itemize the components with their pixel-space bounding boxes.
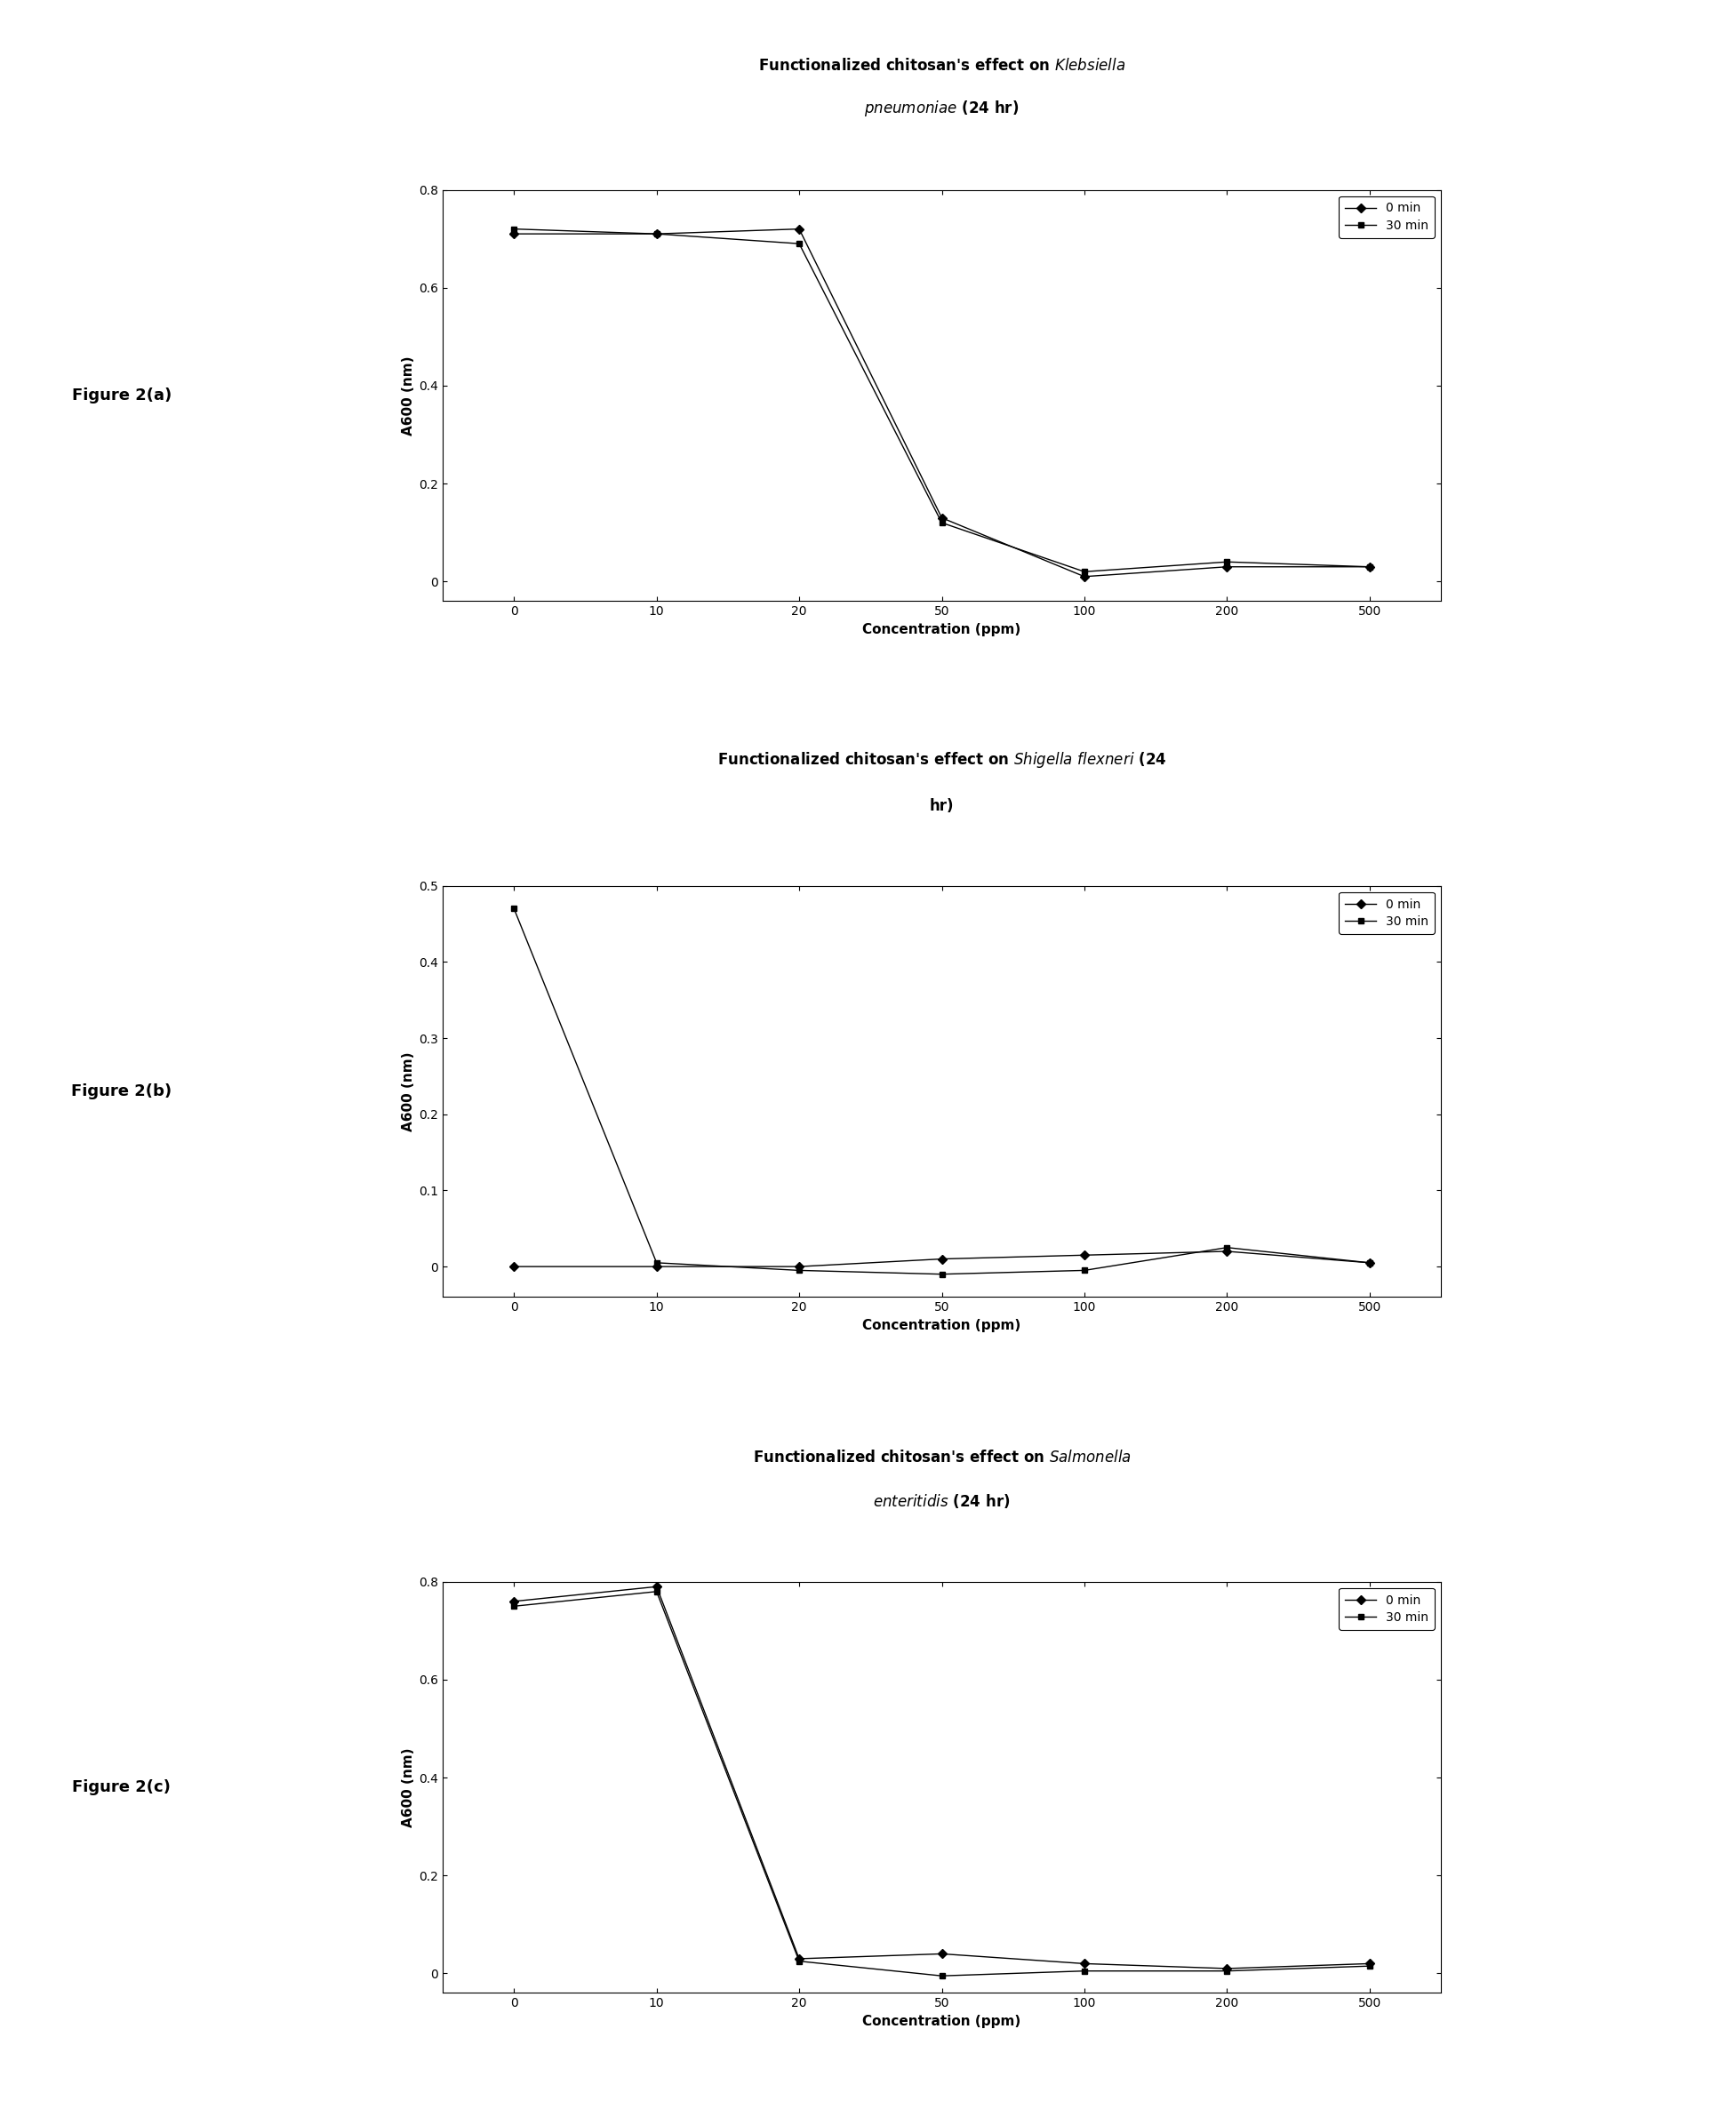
0 min <box>1075 563 1095 588</box>
30 min <box>1359 555 1380 580</box>
Text: $\it{pneumoniae}$ (24 hr): $\it{pneumoniae}$ (24 hr) <box>865 99 1019 118</box>
30 min <box>788 1949 809 1974</box>
0 min <box>646 221 667 247</box>
Line: 30 min: 30 min <box>510 226 1373 576</box>
30 min <box>788 232 809 257</box>
Legend: 0 min, 30 min: 0 min, 30 min <box>1338 1588 1434 1630</box>
0 min <box>1359 1951 1380 1976</box>
30 min <box>646 1251 667 1276</box>
Y-axis label: A600 (nm): A600 (nm) <box>401 1748 415 1826</box>
Text: Functionalized chitosan's effect on $\it{Shigella}$ $\it{flexneri}$ (24: Functionalized chitosan's effect on $\it… <box>717 751 1167 770</box>
0 min <box>930 1940 951 1966</box>
30 min <box>930 1963 951 1989</box>
X-axis label: Concentration (ppm): Concentration (ppm) <box>863 1318 1021 1333</box>
30 min <box>1359 1251 1380 1276</box>
0 min <box>1217 1955 1238 1980</box>
Text: Functionalized chitosan's effect on $\it{Klebsiella}$: Functionalized chitosan's effect on $\it… <box>759 57 1125 74</box>
Text: Figure 2(b): Figure 2(b) <box>71 1084 172 1099</box>
0 min <box>788 1947 809 1972</box>
0 min <box>1075 1242 1095 1268</box>
Legend: 0 min, 30 min: 0 min, 30 min <box>1338 892 1434 934</box>
30 min <box>1075 1257 1095 1282</box>
0 min <box>788 1255 809 1280</box>
30 min <box>1075 1959 1095 1985</box>
30 min <box>1359 1953 1380 1978</box>
0 min <box>646 1255 667 1280</box>
Text: hr): hr) <box>929 797 955 814</box>
Text: Figure 2(a): Figure 2(a) <box>71 388 172 403</box>
X-axis label: Concentration (ppm): Concentration (ppm) <box>863 2014 1021 2029</box>
Legend: 0 min, 30 min: 0 min, 30 min <box>1338 196 1434 238</box>
30 min <box>1075 559 1095 584</box>
0 min <box>646 1573 667 1599</box>
30 min <box>1217 548 1238 574</box>
0 min <box>503 221 524 247</box>
0 min <box>503 1255 524 1280</box>
30 min <box>503 896 524 922</box>
0 min <box>788 217 809 243</box>
Line: 0 min: 0 min <box>510 1584 1373 1972</box>
Text: Functionalized chitosan's effect on $\it{Salmonella}$: Functionalized chitosan's effect on $\it… <box>752 1449 1132 1466</box>
30 min <box>646 221 667 247</box>
0 min <box>1359 555 1380 580</box>
Line: 0 min: 0 min <box>510 1249 1373 1270</box>
0 min <box>1217 555 1238 580</box>
Y-axis label: A600 (nm): A600 (nm) <box>401 356 415 434</box>
30 min <box>930 510 951 536</box>
30 min <box>503 217 524 243</box>
Line: 30 min: 30 min <box>510 905 1373 1278</box>
30 min <box>1217 1959 1238 1985</box>
30 min <box>503 1594 524 1620</box>
0 min <box>1359 1251 1380 1276</box>
0 min <box>1075 1951 1095 1976</box>
0 min <box>1217 1238 1238 1263</box>
Line: 0 min: 0 min <box>510 226 1373 580</box>
Text: $\it{enteritidis}$ (24 hr): $\it{enteritidis}$ (24 hr) <box>873 1493 1010 1510</box>
30 min <box>1217 1236 1238 1261</box>
X-axis label: Concentration (ppm): Concentration (ppm) <box>863 622 1021 637</box>
0 min <box>930 506 951 531</box>
30 min <box>788 1257 809 1282</box>
Text: Figure 2(c): Figure 2(c) <box>73 1780 170 1795</box>
Line: 30 min: 30 min <box>510 1588 1373 1978</box>
30 min <box>930 1261 951 1286</box>
0 min <box>503 1588 524 1613</box>
0 min <box>930 1246 951 1272</box>
Y-axis label: A600 (nm): A600 (nm) <box>401 1052 415 1130</box>
30 min <box>646 1580 667 1605</box>
